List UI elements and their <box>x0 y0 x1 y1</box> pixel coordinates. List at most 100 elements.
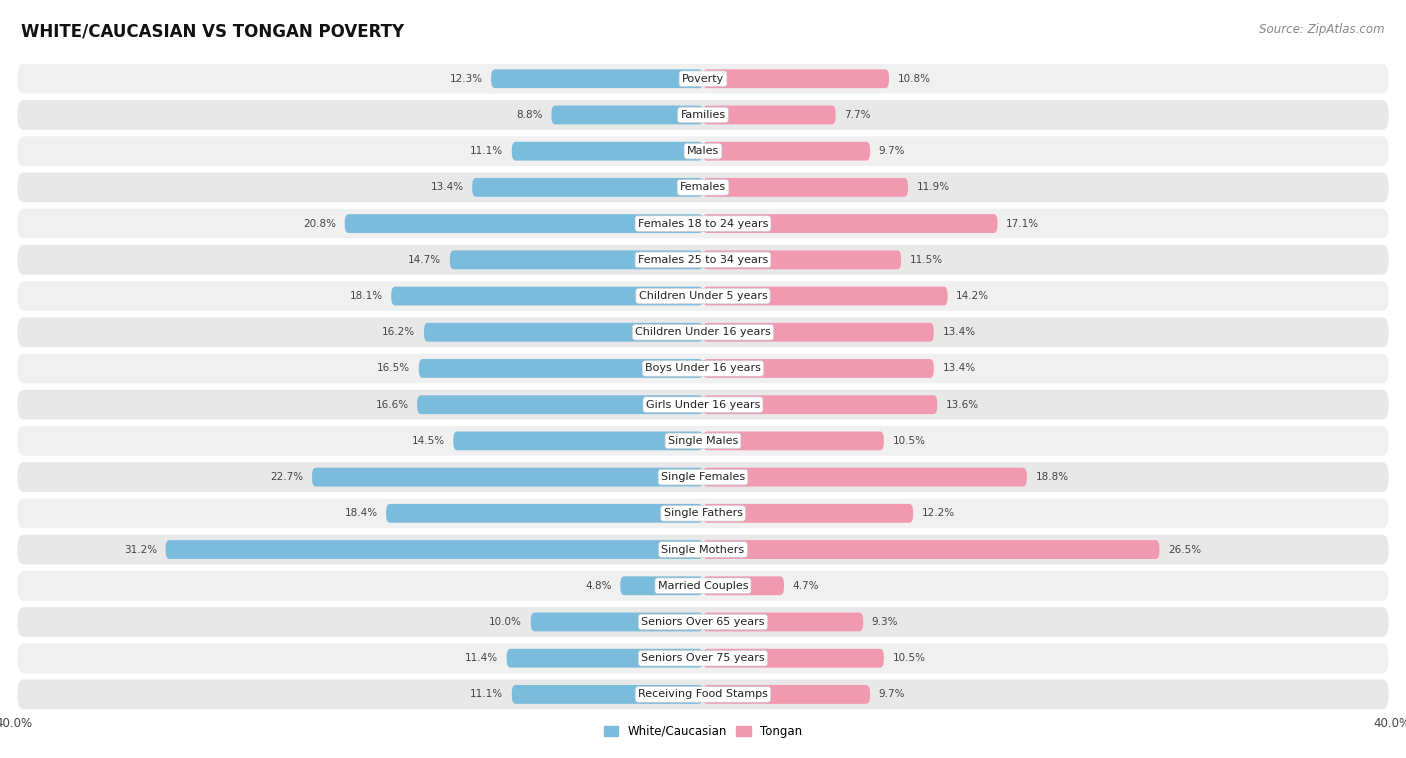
Text: WHITE/CAUCASIAN VS TONGAN POVERTY: WHITE/CAUCASIAN VS TONGAN POVERTY <box>21 23 404 41</box>
FancyBboxPatch shape <box>166 540 703 559</box>
FancyBboxPatch shape <box>17 571 1389 600</box>
Text: Females: Females <box>681 183 725 193</box>
FancyBboxPatch shape <box>703 649 884 668</box>
FancyBboxPatch shape <box>703 540 1160 559</box>
Text: 14.5%: 14.5% <box>412 436 444 446</box>
Text: 10.0%: 10.0% <box>489 617 522 627</box>
FancyBboxPatch shape <box>551 105 703 124</box>
Text: 12.3%: 12.3% <box>450 74 482 83</box>
FancyBboxPatch shape <box>472 178 703 197</box>
FancyBboxPatch shape <box>17 208 1389 239</box>
FancyBboxPatch shape <box>391 287 703 305</box>
FancyBboxPatch shape <box>703 576 785 595</box>
Text: Single Mothers: Single Mothers <box>661 544 745 555</box>
FancyBboxPatch shape <box>17 173 1389 202</box>
Text: 4.7%: 4.7% <box>793 581 820 590</box>
Text: 26.5%: 26.5% <box>1168 544 1201 555</box>
FancyBboxPatch shape <box>703 431 884 450</box>
FancyBboxPatch shape <box>17 644 1389 673</box>
Text: 22.7%: 22.7% <box>270 472 304 482</box>
FancyBboxPatch shape <box>387 504 703 523</box>
Text: Poverty: Poverty <box>682 74 724 83</box>
Text: 13.4%: 13.4% <box>942 364 976 374</box>
FancyBboxPatch shape <box>703 287 948 305</box>
Text: Single Fathers: Single Fathers <box>664 509 742 518</box>
Text: Families: Families <box>681 110 725 120</box>
FancyBboxPatch shape <box>531 612 703 631</box>
Text: 4.8%: 4.8% <box>585 581 612 590</box>
Text: Seniors Over 75 years: Seniors Over 75 years <box>641 653 765 663</box>
FancyBboxPatch shape <box>418 395 703 414</box>
FancyBboxPatch shape <box>17 680 1389 709</box>
FancyBboxPatch shape <box>312 468 703 487</box>
FancyBboxPatch shape <box>17 136 1389 166</box>
Text: 16.5%: 16.5% <box>377 364 411 374</box>
FancyBboxPatch shape <box>703 685 870 704</box>
Legend: White/Caucasian, Tongan: White/Caucasian, Tongan <box>599 720 807 743</box>
FancyBboxPatch shape <box>512 142 703 161</box>
FancyBboxPatch shape <box>703 105 835 124</box>
Text: 13.4%: 13.4% <box>430 183 464 193</box>
Text: Females 18 to 24 years: Females 18 to 24 years <box>638 218 768 229</box>
Text: Source: ZipAtlas.com: Source: ZipAtlas.com <box>1260 23 1385 36</box>
FancyBboxPatch shape <box>491 69 703 88</box>
Text: 12.2%: 12.2% <box>922 509 955 518</box>
Text: 13.6%: 13.6% <box>946 399 979 409</box>
FancyBboxPatch shape <box>703 323 934 342</box>
FancyBboxPatch shape <box>17 100 1389 130</box>
Text: Children Under 5 years: Children Under 5 years <box>638 291 768 301</box>
Text: 7.7%: 7.7% <box>844 110 870 120</box>
FancyBboxPatch shape <box>425 323 703 342</box>
Text: 11.1%: 11.1% <box>470 146 503 156</box>
FancyBboxPatch shape <box>17 354 1389 384</box>
FancyBboxPatch shape <box>17 499 1389 528</box>
Text: Married Couples: Married Couples <box>658 581 748 590</box>
Text: 14.7%: 14.7% <box>408 255 441 265</box>
Text: 11.4%: 11.4% <box>465 653 498 663</box>
FancyBboxPatch shape <box>17 281 1389 311</box>
Text: 18.8%: 18.8% <box>1035 472 1069 482</box>
FancyBboxPatch shape <box>703 612 863 631</box>
Text: Seniors Over 65 years: Seniors Over 65 years <box>641 617 765 627</box>
FancyBboxPatch shape <box>453 431 703 450</box>
Text: 31.2%: 31.2% <box>124 544 157 555</box>
Text: 20.8%: 20.8% <box>304 218 336 229</box>
FancyBboxPatch shape <box>450 250 703 269</box>
FancyBboxPatch shape <box>703 395 938 414</box>
Text: Single Males: Single Males <box>668 436 738 446</box>
FancyBboxPatch shape <box>620 576 703 595</box>
FancyBboxPatch shape <box>344 215 703 233</box>
FancyBboxPatch shape <box>17 318 1389 347</box>
FancyBboxPatch shape <box>17 462 1389 492</box>
FancyBboxPatch shape <box>17 534 1389 565</box>
FancyBboxPatch shape <box>17 245 1389 274</box>
Text: 17.1%: 17.1% <box>1007 218 1039 229</box>
FancyBboxPatch shape <box>703 142 870 161</box>
Text: 11.5%: 11.5% <box>910 255 943 265</box>
Text: 11.1%: 11.1% <box>470 690 503 700</box>
FancyBboxPatch shape <box>703 359 934 378</box>
Text: 9.3%: 9.3% <box>872 617 898 627</box>
FancyBboxPatch shape <box>703 468 1026 487</box>
Text: 8.8%: 8.8% <box>516 110 543 120</box>
Text: 16.6%: 16.6% <box>375 399 409 409</box>
Text: 9.7%: 9.7% <box>879 146 905 156</box>
FancyBboxPatch shape <box>703 178 908 197</box>
Text: Boys Under 16 years: Boys Under 16 years <box>645 364 761 374</box>
Text: 14.2%: 14.2% <box>956 291 990 301</box>
Text: Single Females: Single Females <box>661 472 745 482</box>
Text: Females 25 to 34 years: Females 25 to 34 years <box>638 255 768 265</box>
FancyBboxPatch shape <box>506 649 703 668</box>
FancyBboxPatch shape <box>17 607 1389 637</box>
Text: Girls Under 16 years: Girls Under 16 years <box>645 399 761 409</box>
Text: 18.4%: 18.4% <box>344 509 377 518</box>
FancyBboxPatch shape <box>17 390 1389 419</box>
Text: 9.7%: 9.7% <box>879 690 905 700</box>
Text: 13.4%: 13.4% <box>942 327 976 337</box>
Text: Males: Males <box>688 146 718 156</box>
FancyBboxPatch shape <box>703 215 997 233</box>
Text: 16.2%: 16.2% <box>382 327 415 337</box>
FancyBboxPatch shape <box>17 64 1389 93</box>
Text: 10.8%: 10.8% <box>897 74 931 83</box>
Text: 11.9%: 11.9% <box>917 183 949 193</box>
